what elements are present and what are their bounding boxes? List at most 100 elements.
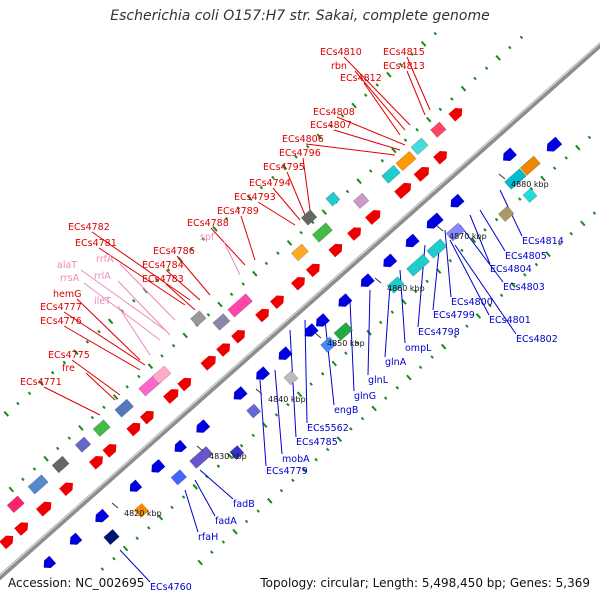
gene-label-forward: ECs4789 xyxy=(217,206,259,217)
tick-mark xyxy=(50,370,55,375)
tick-mark xyxy=(440,343,447,350)
label-leader-line xyxy=(289,329,297,438)
label-leader-line xyxy=(336,116,406,146)
tick-mark xyxy=(90,415,95,420)
tick-mark xyxy=(398,62,403,67)
forward-gene-arrow xyxy=(163,389,179,404)
gene-block xyxy=(74,436,92,453)
tick-mark xyxy=(418,365,423,370)
tick-leader xyxy=(111,502,119,509)
topology-text: Topology: circular; Length: 5,498,450 bp… xyxy=(260,576,590,590)
tick-label: 4820 kbp xyxy=(124,509,162,518)
gene-block xyxy=(522,187,538,203)
tick-mark xyxy=(301,467,308,473)
gene-label-reverse: ECs4805 xyxy=(505,251,547,262)
tick-mark xyxy=(519,35,524,40)
tick-mark xyxy=(592,211,597,215)
tick-mark xyxy=(395,386,400,390)
label-leader-line xyxy=(80,269,166,331)
tick-mark xyxy=(460,248,464,253)
tick-mark xyxy=(192,483,198,490)
tick-mark xyxy=(534,262,539,267)
gene-label-forward: ECs4812 xyxy=(340,73,382,84)
tick-leader xyxy=(314,332,322,339)
label-leader-line xyxy=(406,70,426,116)
label-leader-line xyxy=(324,319,335,406)
label-leader-line xyxy=(119,549,151,583)
tick-mark xyxy=(430,355,434,359)
gene-block xyxy=(320,336,337,353)
tick-mark xyxy=(294,155,298,159)
tick-mark xyxy=(305,144,310,149)
tick-mark xyxy=(363,93,368,97)
reverse-gene-arrow xyxy=(546,136,563,152)
reverse-gene-arrow xyxy=(278,346,293,360)
forward-gene-arrow xyxy=(102,444,117,458)
tick-mark xyxy=(170,505,174,510)
gene-features xyxy=(0,108,563,569)
label-leader-lines xyxy=(43,56,523,583)
tick-mark xyxy=(349,427,353,431)
gene-label-reverse: ECs4760 xyxy=(150,582,192,593)
tick-mark xyxy=(100,567,105,571)
tick-mark xyxy=(344,351,348,355)
tick-leader xyxy=(498,173,506,180)
label-leader-line xyxy=(274,369,283,455)
gene-label-reverse: glnG xyxy=(354,391,376,402)
tick-mark xyxy=(518,197,522,201)
tick-mark xyxy=(147,526,151,530)
gene-label-forward: ECs4807 xyxy=(310,120,352,131)
tick-leader xyxy=(436,225,444,232)
reverse-gene-arrow xyxy=(338,293,353,307)
reverse-gene-arrow xyxy=(450,193,465,208)
tick-mark xyxy=(355,341,360,345)
tick-mark xyxy=(368,169,373,173)
gene-label-forward: alaT xyxy=(57,260,77,271)
tick-mark xyxy=(274,413,279,417)
label-leader-line xyxy=(71,359,121,396)
tick-mark xyxy=(217,301,223,308)
label-leader-line xyxy=(444,229,452,298)
label-leader-line xyxy=(257,201,296,226)
tick-mark xyxy=(508,45,512,50)
gene-label-forward: ECs4806 xyxy=(282,134,324,145)
label-leader-line xyxy=(119,263,176,321)
forward-gene-arrow xyxy=(0,535,14,550)
tick-mark xyxy=(484,66,489,70)
tick-mark xyxy=(325,447,330,452)
tick-mark xyxy=(286,239,293,246)
tick-mark xyxy=(495,54,501,61)
tick-mark xyxy=(316,133,323,140)
forward-gene-arrow xyxy=(59,482,73,496)
tick-mark xyxy=(73,349,79,356)
gene-label-reverse: ompL xyxy=(405,343,432,354)
tick-mark xyxy=(523,273,527,277)
forward-gene-arrow xyxy=(270,295,284,309)
tick-mark xyxy=(236,206,240,211)
tick-mark xyxy=(227,453,233,459)
gene-label-forward: ECs4783 xyxy=(142,274,184,285)
label-leader-line xyxy=(117,305,151,356)
label-leader-line xyxy=(384,284,391,358)
forward-gene-arrow xyxy=(216,343,231,357)
tick-mark xyxy=(448,258,453,263)
tick-mark xyxy=(375,83,380,87)
tick-mark xyxy=(212,225,218,232)
tick-mark xyxy=(460,85,467,92)
tick-mark xyxy=(488,303,492,308)
gene-label-reverse: ECs5562 xyxy=(307,423,349,434)
gene-block xyxy=(386,276,405,294)
tick-mark xyxy=(483,228,487,232)
tick-mark xyxy=(264,261,269,266)
gene-block xyxy=(133,503,149,518)
reverse-gene-arrow xyxy=(405,233,420,248)
tick-mark xyxy=(286,402,290,407)
reverse-gene-arrow xyxy=(503,147,517,161)
forward-gene-arrow xyxy=(347,227,361,241)
tick-mark xyxy=(251,433,255,438)
tick-mark xyxy=(216,464,221,468)
reverse-gene-arrow xyxy=(383,253,398,268)
gene-block xyxy=(51,455,70,474)
gene-label-reverse: ECs4802 xyxy=(516,334,558,345)
gene-label-forward: fre xyxy=(62,363,75,374)
